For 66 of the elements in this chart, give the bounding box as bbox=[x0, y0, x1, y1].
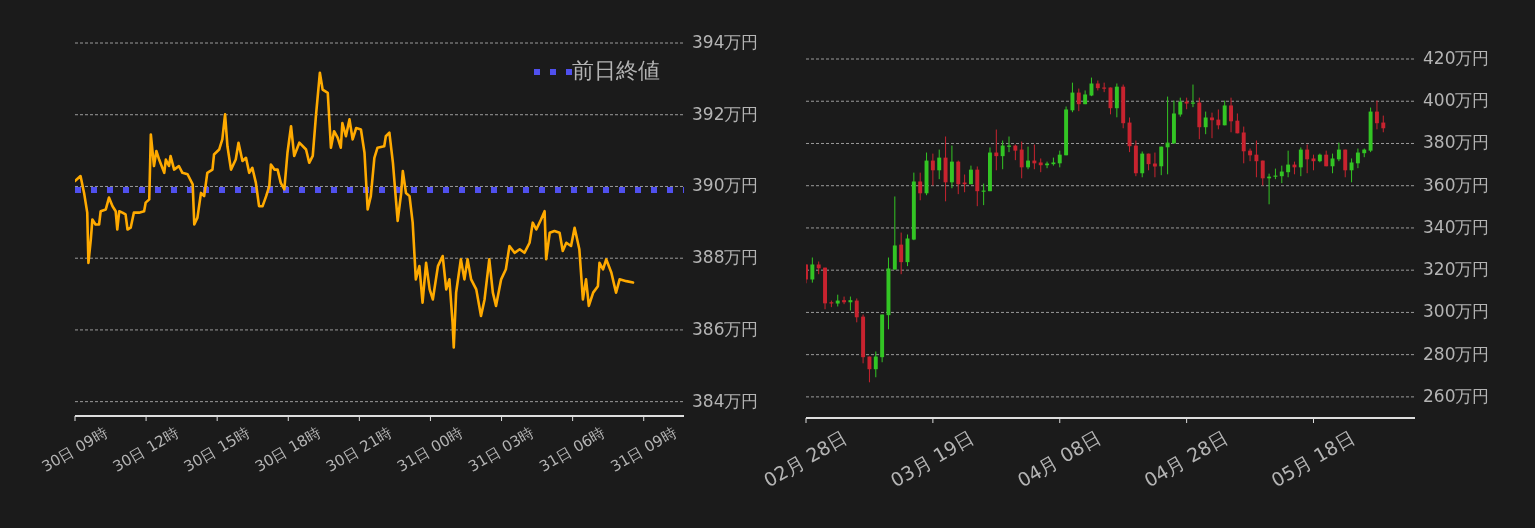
x-tick-label: 04月 08日 bbox=[1013, 426, 1105, 492]
candlestick bbox=[1114, 83, 1119, 118]
candlestick bbox=[1076, 88, 1081, 112]
x-tick-label: 31日 06時 bbox=[536, 423, 609, 476]
y-tick-label: 388万円 bbox=[692, 247, 759, 268]
y-tick-label: 384万円 bbox=[692, 390, 759, 411]
y-tick-label: 390万円 bbox=[692, 175, 759, 196]
x-tick-label: 31日 09時 bbox=[607, 423, 680, 476]
candlestick bbox=[1349, 157, 1354, 183]
x-tick-label: 31日 03時 bbox=[465, 423, 538, 476]
candlestick bbox=[810, 257, 815, 284]
candlestick bbox=[1216, 108, 1221, 130]
candlestick bbox=[1298, 146, 1303, 177]
candlestick bbox=[1254, 140, 1259, 178]
candlestick bbox=[1222, 100, 1227, 126]
candlestick bbox=[930, 153, 935, 186]
candlestick bbox=[1178, 97, 1183, 118]
y-tick-label: 400万円 bbox=[1423, 90, 1490, 111]
y-tick-label: 360万円 bbox=[1423, 174, 1490, 195]
y-tick-label: 394万円 bbox=[692, 32, 759, 52]
candlestick bbox=[1343, 149, 1348, 178]
candlestick bbox=[1374, 100, 1379, 130]
candlestick bbox=[1241, 126, 1246, 164]
candlestick bbox=[854, 297, 859, 323]
candlestick bbox=[918, 172, 923, 201]
y-tick-label: 420万円 bbox=[1423, 48, 1490, 68]
candlestick bbox=[1305, 144, 1310, 174]
y-tick-label: 300万円 bbox=[1423, 301, 1490, 322]
x-tick-label: 02月 28日 bbox=[759, 426, 851, 492]
y-tick-label: 392万円 bbox=[692, 103, 759, 124]
candlestick bbox=[1000, 140, 1005, 170]
x-tick-label: 05月 18日 bbox=[1267, 426, 1359, 492]
candlestick bbox=[899, 232, 904, 275]
candlestick bbox=[873, 350, 878, 378]
y-tick-label: 340万円 bbox=[1423, 216, 1490, 237]
legend-label: 前日終値 bbox=[572, 58, 660, 83]
candlestick bbox=[949, 145, 954, 189]
x-tick-label: 04月 28日 bbox=[1140, 426, 1232, 492]
candlestick bbox=[975, 165, 980, 207]
candlestick bbox=[1229, 97, 1233, 133]
x-tick-label: 30日 09時 bbox=[38, 423, 111, 476]
x-tick-label: 30日 15時 bbox=[180, 423, 254, 476]
candlestick bbox=[1260, 160, 1265, 186]
y-tick-label: 380万円 bbox=[1423, 132, 1490, 153]
y-tick-label: 386万円 bbox=[692, 318, 759, 339]
candlestick bbox=[1070, 82, 1075, 113]
y-tick-label: 280万円 bbox=[1423, 343, 1490, 364]
candlestick bbox=[867, 356, 872, 383]
candlestick bbox=[937, 149, 942, 180]
x-tick-label: 30日 21時 bbox=[323, 423, 396, 476]
y-tick-label: 260万円 bbox=[1423, 385, 1490, 406]
x-tick-label: 03月 19日 bbox=[886, 426, 978, 492]
x-tick-label: 30日 18時 bbox=[251, 423, 325, 476]
candlestick bbox=[1203, 111, 1208, 135]
candlestick bbox=[1140, 151, 1145, 178]
candlestick bbox=[1355, 148, 1360, 169]
candlestick bbox=[1159, 146, 1164, 176]
candlestick bbox=[956, 160, 961, 195]
candlestick bbox=[1019, 141, 1024, 179]
candlestick bbox=[1286, 150, 1291, 178]
x-tick-label: 30日 12時 bbox=[109, 423, 182, 476]
x-tick-label: 31日 00時 bbox=[394, 423, 467, 476]
candlestick bbox=[842, 296, 847, 305]
candlestick bbox=[1210, 112, 1214, 139]
candlestick bbox=[1336, 142, 1341, 162]
y-tick-label: 320万円 bbox=[1423, 259, 1490, 280]
